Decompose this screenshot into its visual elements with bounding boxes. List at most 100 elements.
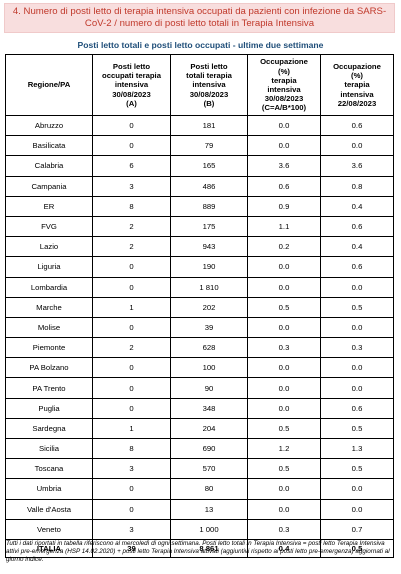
occupancy-current-cell: 0.6 [247, 175, 321, 197]
occupied-beds-cell: 0 [92, 256, 171, 278]
table-row: Campania 3 486 0.6 0.8 [5, 175, 394, 197]
occupancy-current-cell: 0.0 [247, 498, 321, 520]
header-line: Posti letto [112, 61, 151, 71]
occupied-beds-cell: 0 [92, 276, 171, 298]
occupied-beds-cell: 0 [92, 377, 171, 399]
region-cell: PA Trento [5, 377, 93, 399]
occupancy-previous-cell: 0.0 [320, 498, 394, 520]
total-occupancy-previous-cell: 0.5 [320, 538, 394, 558]
occupancy-current-cell: 0.3 [247, 337, 321, 359]
icu-occupancy-table: Regione/PA Posti letto occupati terapia in… [5, 54, 394, 558]
header-line: intensiva [192, 80, 226, 90]
occupied-beds-cell: 3 [92, 175, 171, 197]
total-region-cell: ITALIA [5, 538, 93, 558]
occupied-beds-cell: 6 [92, 155, 171, 177]
occupancy-previous-cell: 0.6 [320, 114, 394, 137]
table-row: ER 8 889 0.9 0.4 [5, 195, 394, 217]
occupied-beds-cell: 3 [92, 458, 171, 480]
region-cell: Liguria [5, 256, 93, 278]
occupancy-previous-cell: 0.0 [320, 276, 394, 298]
region-cell: Valle d'Aosta [5, 498, 93, 520]
occupancy-current-cell: 0.5 [247, 458, 321, 480]
table-row: Valle d'Aosta 0 13 0.0 0.0 [5, 498, 394, 520]
table-row: Marche 1 202 0.5 0.5 [5, 296, 394, 318]
occupancy-previous-cell: 0.0 [320, 135, 394, 157]
occupancy-current-cell: 0.3 [247, 518, 321, 540]
occupancy-current-cell: 0.0 [247, 276, 321, 298]
header-line: occupati terapia [102, 71, 161, 81]
occupancy-previous-cell: 0.0 [320, 377, 394, 399]
table-row: Abruzzo 0 181 0.0 0.6 [5, 114, 394, 137]
total-beds-cell: 80 [170, 478, 248, 500]
table-subtitle: Posti letto totali e posti letto occupat… [77, 40, 324, 50]
table-row: Sardegna 1 204 0.5 0.5 [5, 417, 394, 440]
table-row: PA Trento 0 90 0.0 0.0 [5, 377, 394, 399]
occupancy-current-cell: 0.0 [247, 377, 321, 399]
occupancy-current-cell: 0.0 [247, 357, 321, 379]
region-cell: Lazio [5, 236, 93, 258]
header-line: (%) [278, 66, 290, 76]
table-row: Molise 0 39 0.0 0.0 [5, 316, 394, 339]
occupancy-current-cell: 0.0 [247, 397, 321, 419]
occupied-beds-cell: 0 [92, 498, 171, 520]
table-row: Toscana 3 570 0.5 0.5 [5, 458, 394, 480]
header-line: Posti letto [190, 61, 228, 71]
occupancy-current-cell: 1.1 [247, 215, 321, 238]
occupancy-previous-cell: 3.6 [320, 155, 394, 177]
header-line: (A) [126, 98, 137, 108]
total-beds-cell: 628 [170, 337, 248, 359]
region-cell: Sardegna [5, 417, 93, 440]
total-beds-cell: 39 [170, 316, 248, 339]
occupied-beds-cell: 8 [92, 437, 171, 460]
total-beds-cell: 202 [170, 296, 248, 318]
occupancy-current-cell: 0.2 [247, 236, 321, 258]
occupancy-previous-cell: 0.6 [320, 397, 394, 419]
header-occupied-beds: Posti letto occupati terapia intensiva 30/0… [92, 54, 171, 116]
header-line: 30/08/2023 [112, 89, 151, 99]
region-cell: Piemonte [5, 337, 93, 359]
occupancy-current-cell: 0.0 [247, 256, 321, 278]
table-row: Basilicata 0 79 0.0 0.0 [5, 135, 394, 157]
occupancy-current-cell: 0.9 [247, 195, 321, 217]
occupied-beds-cell: 2 [92, 236, 171, 258]
table-header-row: Regione/PA Posti letto occupati terapia in… [5, 54, 394, 116]
total-beds-cell: 690 [170, 437, 248, 460]
table-row: Sicilia 8 690 1.2 1.3 [5, 437, 394, 460]
occupied-beds-cell: 8 [92, 195, 171, 217]
occupancy-previous-cell: 0.3 [320, 337, 394, 359]
total-beds-cell: 165 [170, 155, 248, 177]
total-beds-cell: 181 [170, 114, 248, 137]
total-beds-cell: 13 [170, 498, 248, 520]
header-line: intensiva [340, 89, 374, 99]
occupancy-current-cell: 3.6 [247, 155, 321, 177]
table-body: Abruzzo 0 181 0.0 0.6 Basilicata 0 79 0.0 0.0 Cala… [5, 114, 394, 558]
header-occupancy-previous: Occupazione (%) terapia intensiva 22/08/2023 [320, 54, 394, 116]
occupied-beds-cell: 0 [92, 135, 171, 157]
region-cell: PA Bolzano [5, 357, 93, 379]
header-total-beds: Posti letto totali terapia intensiva 30/08/… [170, 54, 248, 116]
occupied-beds-cell: 0 [92, 316, 171, 339]
region-cell: Marche [5, 296, 93, 318]
total-occupied-beds-cell: 39 [92, 538, 171, 558]
total-row: ITALIA 39 8 861 0.4 0.5 [5, 538, 394, 558]
header-line: Regione/PA [27, 80, 71, 90]
occupancy-previous-cell: 0.5 [320, 417, 394, 440]
header-region: Regione/PA [5, 54, 93, 116]
occupancy-previous-cell: 0.5 [320, 458, 394, 480]
header-line: totali terapia [186, 71, 232, 81]
table-row: Puglia 0 348 0.0 0.6 [5, 397, 394, 419]
section-title: 4. Numero di posti letto di terapia inte… [4, 3, 395, 33]
table-row: Umbria 0 80 0.0 0.0 [5, 478, 394, 500]
total-beds-cell: 175 [170, 215, 248, 238]
total-beds-cell: 1 000 [170, 518, 248, 540]
table-row: FVG 2 175 1.1 0.6 [5, 215, 394, 238]
table-row: Calabria 6 165 3.6 3.6 [5, 155, 394, 177]
occupied-beds-cell: 3 [92, 518, 171, 540]
region-cell: Puglia [5, 397, 93, 419]
total-beds-cell: 889 [170, 195, 248, 217]
table-row: PA Bolzano 0 100 0.0 0.0 [5, 357, 394, 379]
occupancy-previous-cell: 0.7 [320, 518, 394, 540]
table-row: Veneto 3 1 000 0.3 0.7 [5, 518, 394, 540]
total-beds-cell: 348 [170, 397, 248, 419]
region-cell: Lombardia [5, 276, 93, 298]
